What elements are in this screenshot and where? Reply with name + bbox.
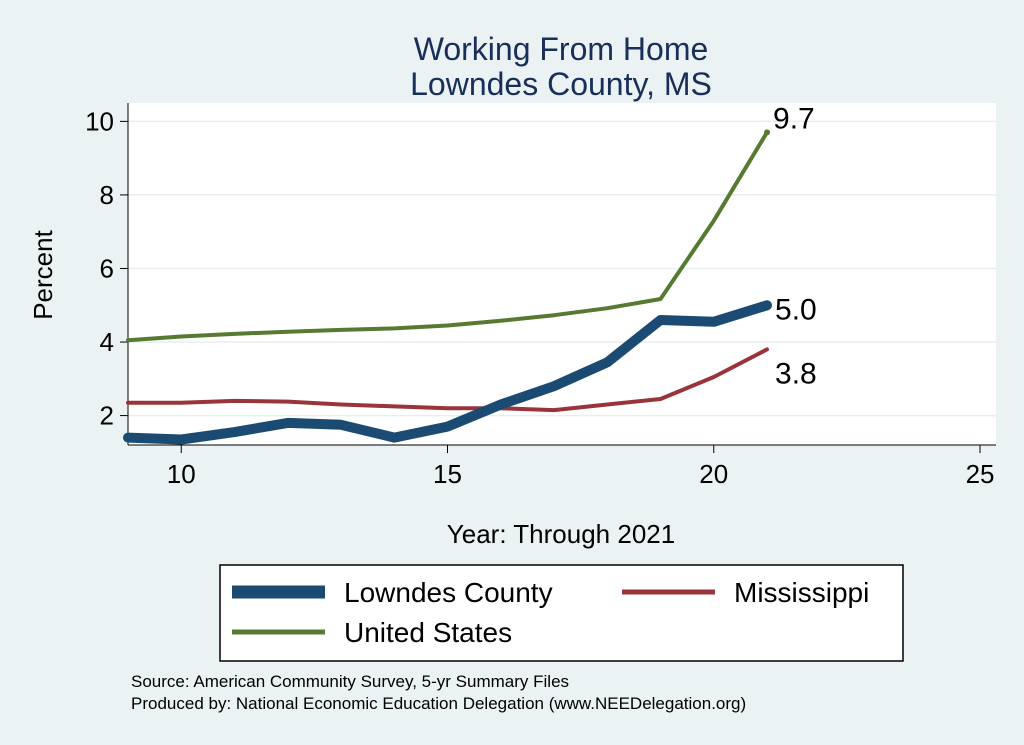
producer-note: Produced by: National Economic Education…: [131, 694, 746, 713]
end-marker-united-states: [764, 129, 771, 136]
x-tick-label-10: 10: [167, 459, 196, 489]
series-line-lowndes-county: [123, 300, 772, 445]
legend-label-united-states: United States: [344, 617, 512, 648]
y-tick-label-10: 10: [85, 106, 114, 136]
y-tick-label-8: 8: [100, 180, 114, 210]
chart-title-line-1: Working From Home: [414, 31, 709, 67]
y-tick-label-6: 6: [100, 253, 114, 283]
x-tick-label-15: 15: [433, 459, 462, 489]
x-tick-label-25: 25: [966, 459, 995, 489]
legend-label-lowndes-county: Lowndes County: [344, 577, 553, 608]
y-axis-ticks: 2 4 6 8 10: [85, 106, 128, 431]
y-axis-title: Percent: [28, 229, 58, 319]
end-labels: 5.0 3.8 9.7: [773, 102, 817, 390]
end-label-mississippi: 3.8: [775, 357, 817, 390]
end-label-united-states: 9.7: [773, 102, 815, 135]
gridlines: [128, 120, 996, 417]
x-axis-ticks: 10 15 20 25: [167, 445, 995, 489]
end-label-lowndes-county: 5.0: [775, 293, 817, 326]
series-line-mississippi: [126, 347, 769, 413]
source-note: Source: American Community Survey, 5-yr …: [131, 672, 569, 691]
y-tick-label-4: 4: [100, 327, 114, 357]
y-tick-label-2: 2: [100, 401, 114, 431]
plot-area: [128, 103, 996, 445]
chart-title-line-2: Lowndes County, MS: [410, 66, 712, 102]
x-tick-label-20: 20: [699, 459, 728, 489]
series-layer: [123, 129, 772, 445]
legend-box: [219, 564, 904, 662]
series-line-united-states: [126, 130, 769, 343]
legend-label-mississippi: Mississippi: [734, 577, 869, 608]
x-axis-title: Year: Through 2021: [447, 519, 675, 549]
